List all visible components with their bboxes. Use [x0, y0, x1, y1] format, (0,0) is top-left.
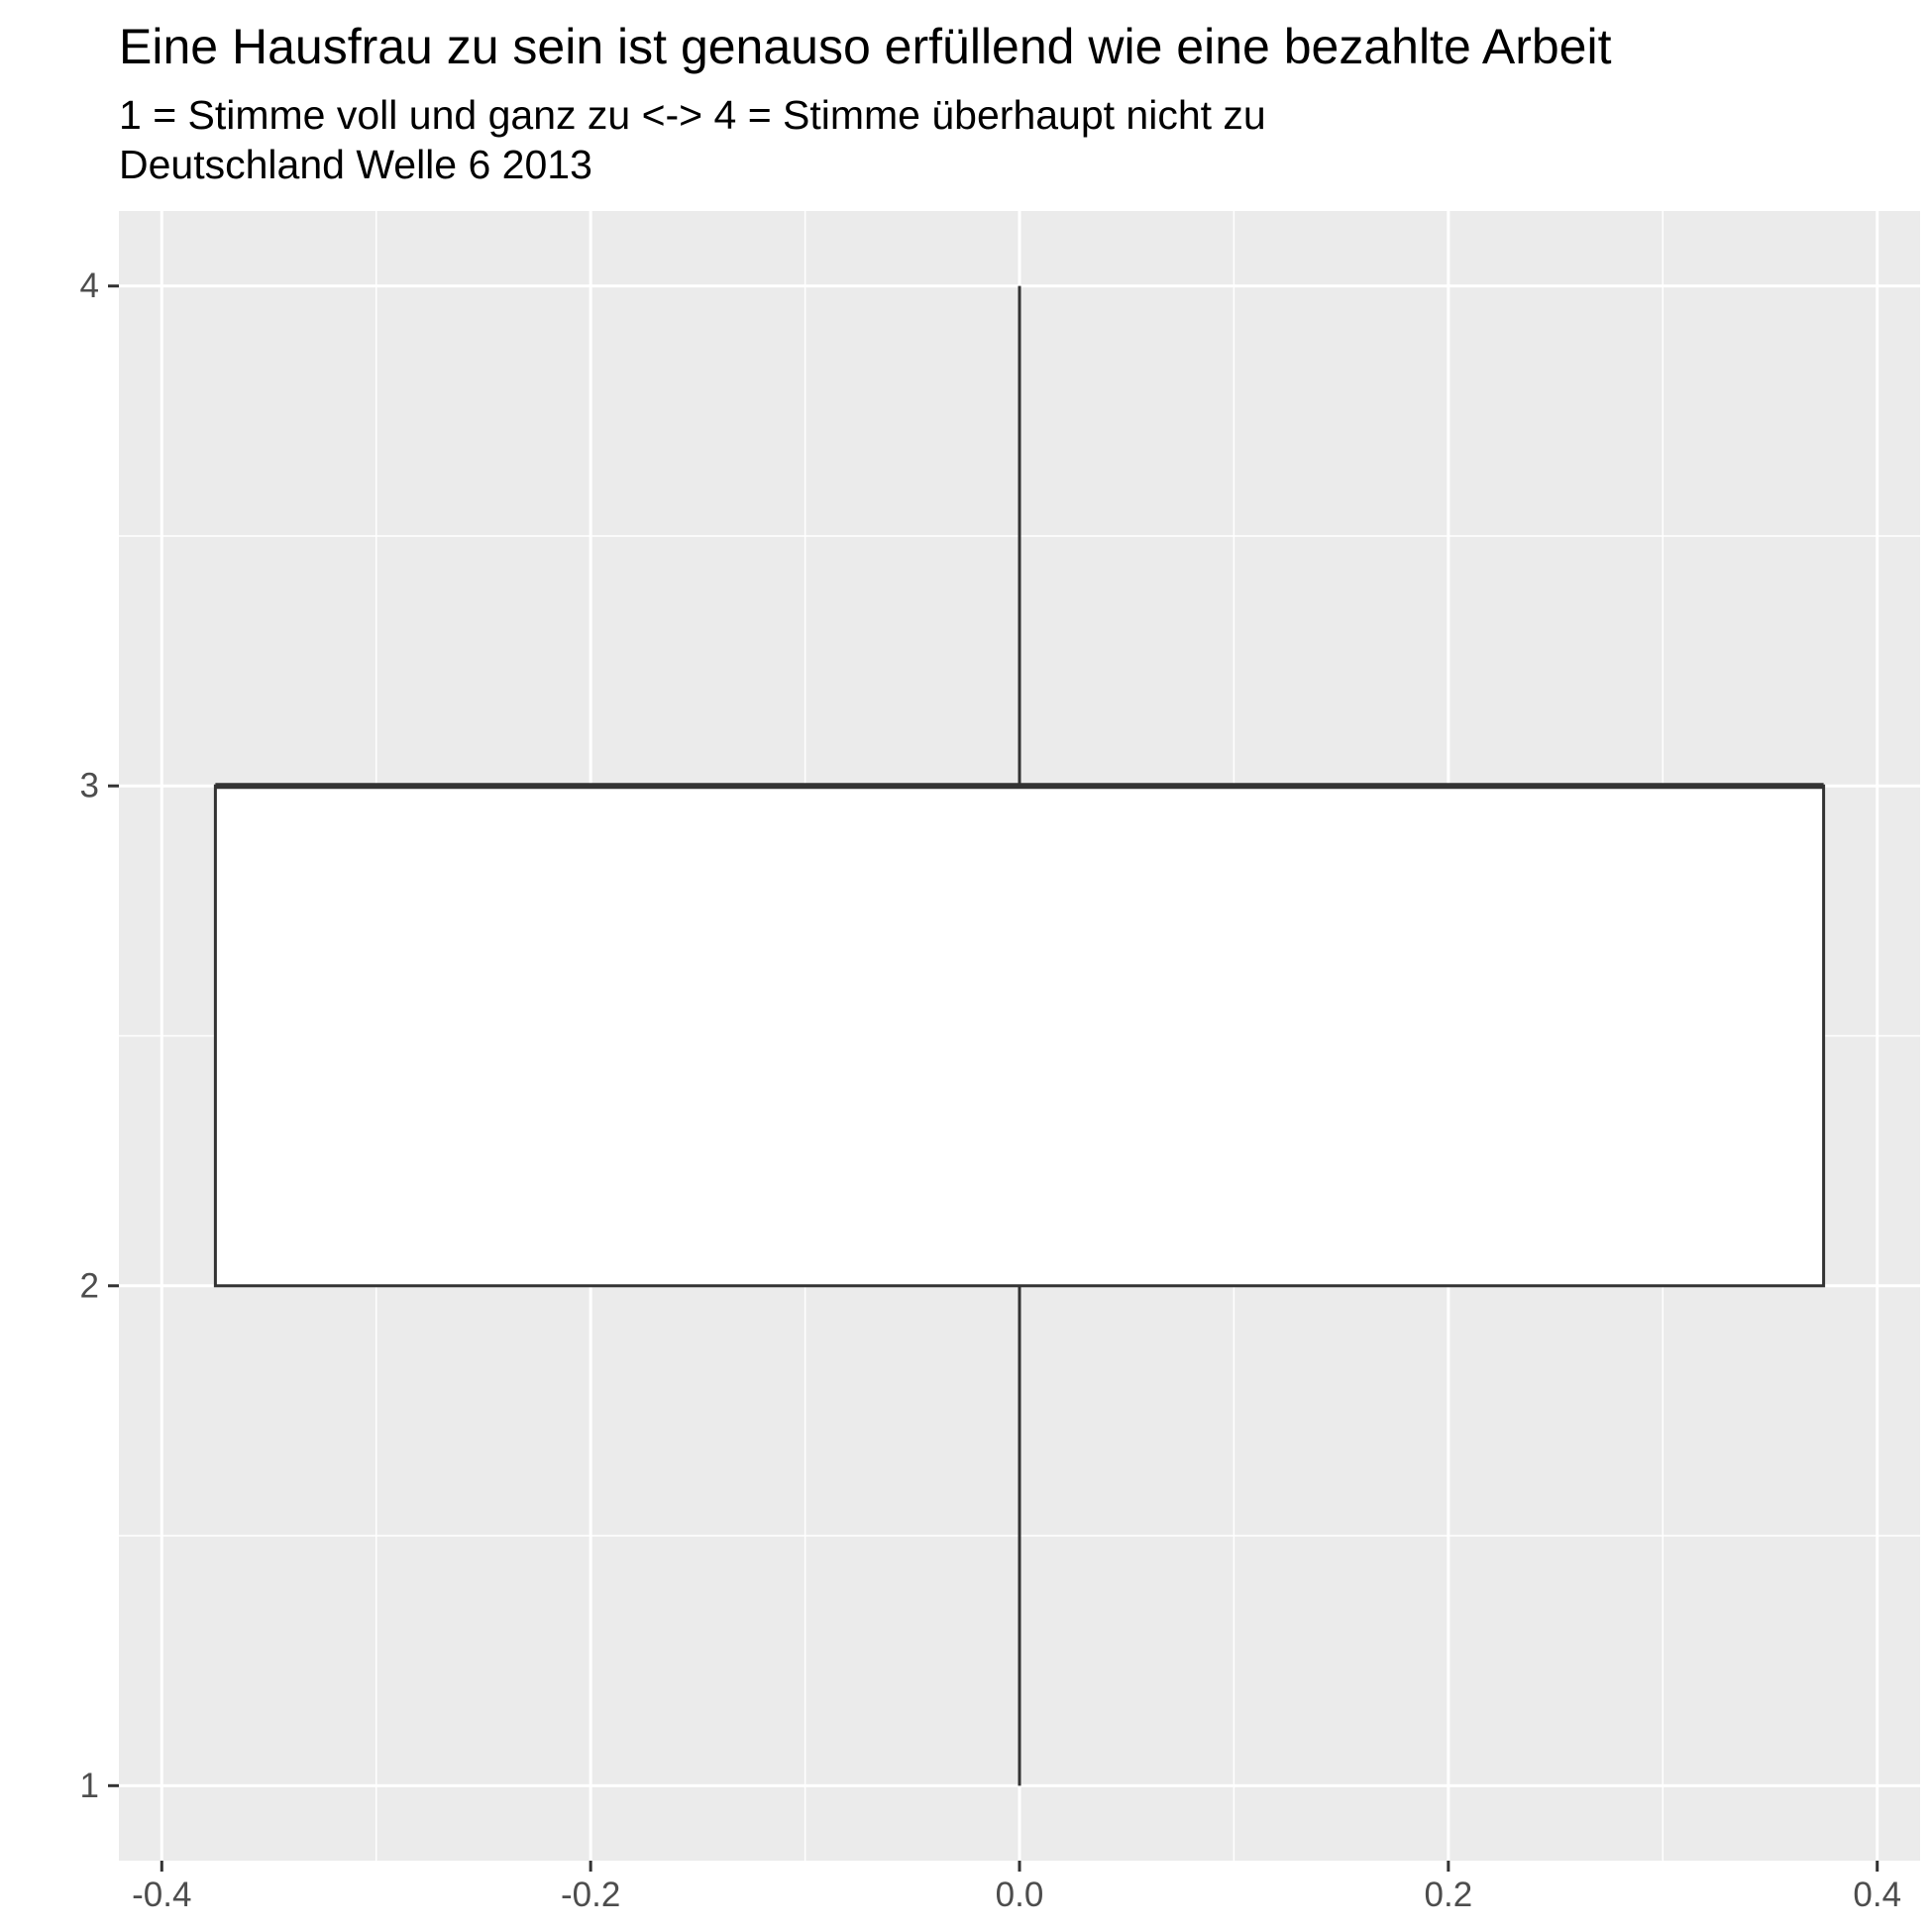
- x-tick-label: -0.2: [561, 1876, 620, 1914]
- iqr-box: [213, 784, 1826, 1288]
- y-tick-label: 2: [80, 1266, 99, 1305]
- y-tick-label: 1: [80, 1767, 99, 1805]
- chart-subtitle-line-2: Deutschland Welle 6 2013: [119, 142, 592, 187]
- x-tick-label: 0.0: [996, 1876, 1044, 1914]
- boxplot-marks: [213, 285, 1826, 1786]
- x-tick-label: 0.4: [1853, 1876, 1901, 1914]
- y-tick-label: 4: [80, 267, 99, 305]
- x-tick-label: -0.4: [132, 1876, 191, 1914]
- y-axis: 1 2 3 4: [80, 267, 119, 1805]
- chart-title: Eine Hausfrau zu sein ist genauso erfüll…: [119, 19, 1612, 74]
- x-axis: -0.4 -0.2 0.0 0.2 0.4: [132, 1861, 1901, 1914]
- chart-subtitle-line-1: 1 = Stimme voll und ganz zu <-> 4 = Stim…: [119, 92, 1266, 138]
- y-tick-label: 3: [80, 767, 99, 805]
- x-tick-label: 0.2: [1425, 1876, 1473, 1914]
